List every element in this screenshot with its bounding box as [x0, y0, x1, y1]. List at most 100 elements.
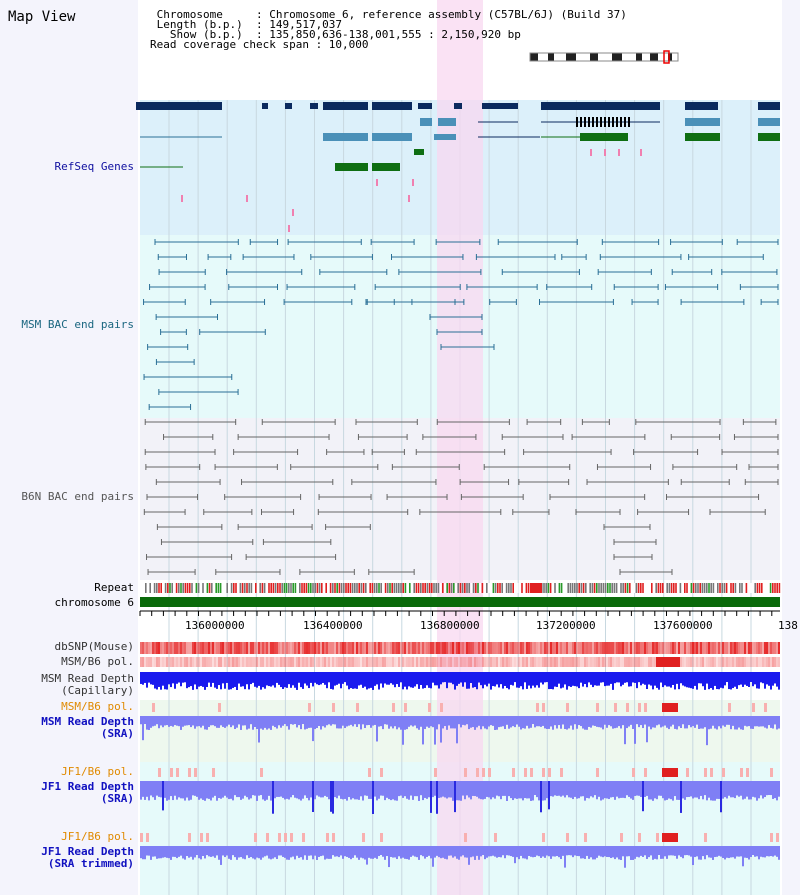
pol-mark: [432, 657, 434, 667]
pol-mark: [268, 657, 270, 667]
depth-bar: [418, 716, 420, 730]
repeat-mark: [763, 583, 765, 593]
dbsnp-mark: [706, 642, 708, 654]
gene-block: [685, 133, 720, 141]
repeat-mark: [710, 583, 712, 593]
pol-mark: [564, 657, 566, 667]
depth-bar: [408, 846, 410, 860]
depth-bar: [206, 716, 208, 730]
repeat-mark: [686, 583, 688, 593]
depth-bar: [746, 846, 748, 858]
depth-bar: [164, 672, 166, 690]
pol-mark: [624, 657, 626, 667]
depth-bar: [720, 846, 722, 857]
depth-bar: [272, 716, 274, 726]
depth-bar: [702, 716, 704, 729]
pol-mark: [220, 657, 222, 667]
depth-bar: [366, 716, 368, 726]
depth-bar: [736, 716, 738, 730]
pol-mark: [644, 703, 647, 712]
dbsnp-mark: [348, 642, 350, 654]
depth-bar: [664, 716, 666, 726]
depth-bar: [318, 716, 320, 726]
depth-bar: [272, 846, 274, 859]
depth-bar: [534, 781, 536, 796]
repeat-mark: [560, 583, 563, 593]
depth-bar: [468, 781, 470, 798]
pol-mark: [410, 657, 412, 667]
pol-mark: [644, 657, 646, 667]
depth-bar: [420, 716, 422, 727]
pol-mark: [150, 657, 152, 667]
track-label-msm-bac[interactable]: MSM BAC end pairs: [21, 318, 134, 331]
repeat-mark: [292, 583, 294, 593]
track-label-refseq[interactable]: RefSeq Genes: [54, 160, 134, 173]
dbsnp-mark: [562, 642, 564, 654]
dbsnp-mark: [510, 642, 512, 654]
depth-bar: [420, 846, 422, 856]
repeat-mark: [602, 583, 605, 593]
depth-bar: [258, 716, 260, 743]
depth-bar: [740, 716, 742, 730]
dbsnp-mark: [314, 642, 316, 654]
depth-bar: [358, 716, 360, 725]
pol-mark: [712, 657, 714, 667]
depth-bar: [430, 716, 432, 727]
pol-mark: [416, 657, 418, 667]
depth-bar: [414, 672, 416, 687]
depth-bar: [514, 781, 516, 799]
repeat-mark: [477, 583, 479, 593]
dbsnp-mark: [232, 642, 234, 654]
dbsnp-mark: [744, 642, 746, 654]
depth-bar: [602, 716, 604, 730]
depth-bar: [468, 716, 470, 730]
depth-bar: [390, 781, 392, 801]
pol-mark: [480, 657, 482, 667]
pol-mark: [488, 657, 490, 667]
depth-bar: [646, 846, 648, 859]
depth-bar: [484, 781, 486, 799]
repeat-mark: [411, 583, 413, 593]
depth-bar: [704, 672, 706, 690]
depth-bar: [392, 672, 394, 685]
depth-bar: [732, 672, 734, 689]
depth-bar: [716, 716, 718, 730]
depth-bar: [156, 716, 158, 725]
depth-bar: [304, 672, 306, 684]
repeat-mark: [301, 583, 303, 593]
depth-bar: [500, 672, 502, 685]
dbsnp-mark: [274, 642, 276, 654]
dbsnp-mark: [222, 642, 224, 654]
depth-bar: [610, 846, 612, 859]
dbsnp-mark: [174, 642, 176, 654]
depth-bar: [596, 846, 598, 858]
dbsnp-mark: [220, 642, 222, 654]
pol-mark: [626, 657, 628, 667]
pol-mark: [360, 657, 362, 667]
depth-bar: [186, 781, 188, 798]
dbsnp-mark: [478, 642, 480, 654]
dbsnp-mark: [228, 642, 230, 654]
depth-bar: [428, 716, 430, 728]
track-label-b6n-bac[interactable]: B6N BAC end pairs: [21, 490, 134, 503]
depth-bar: [244, 781, 246, 796]
depth-bar: [672, 716, 674, 725]
gene-block: [434, 134, 456, 140]
pol-mark: [158, 657, 160, 667]
depth-bar: [148, 781, 150, 801]
pol-mark: [428, 657, 430, 667]
depth-bar: [374, 846, 376, 858]
depth-bar: [726, 781, 728, 799]
dbsnp-mark: [422, 642, 424, 654]
depth-bar: [484, 716, 486, 729]
pol-mark: [370, 657, 372, 667]
depth-bar: [700, 672, 702, 684]
pol-mark: [346, 657, 348, 667]
pol-mark: [392, 657, 394, 667]
depth-bar: [544, 716, 546, 729]
depth-bar: [528, 846, 530, 856]
depth-bar: [158, 846, 160, 859]
pol-mark: [686, 768, 689, 777]
dbsnp-mark: [722, 642, 724, 654]
